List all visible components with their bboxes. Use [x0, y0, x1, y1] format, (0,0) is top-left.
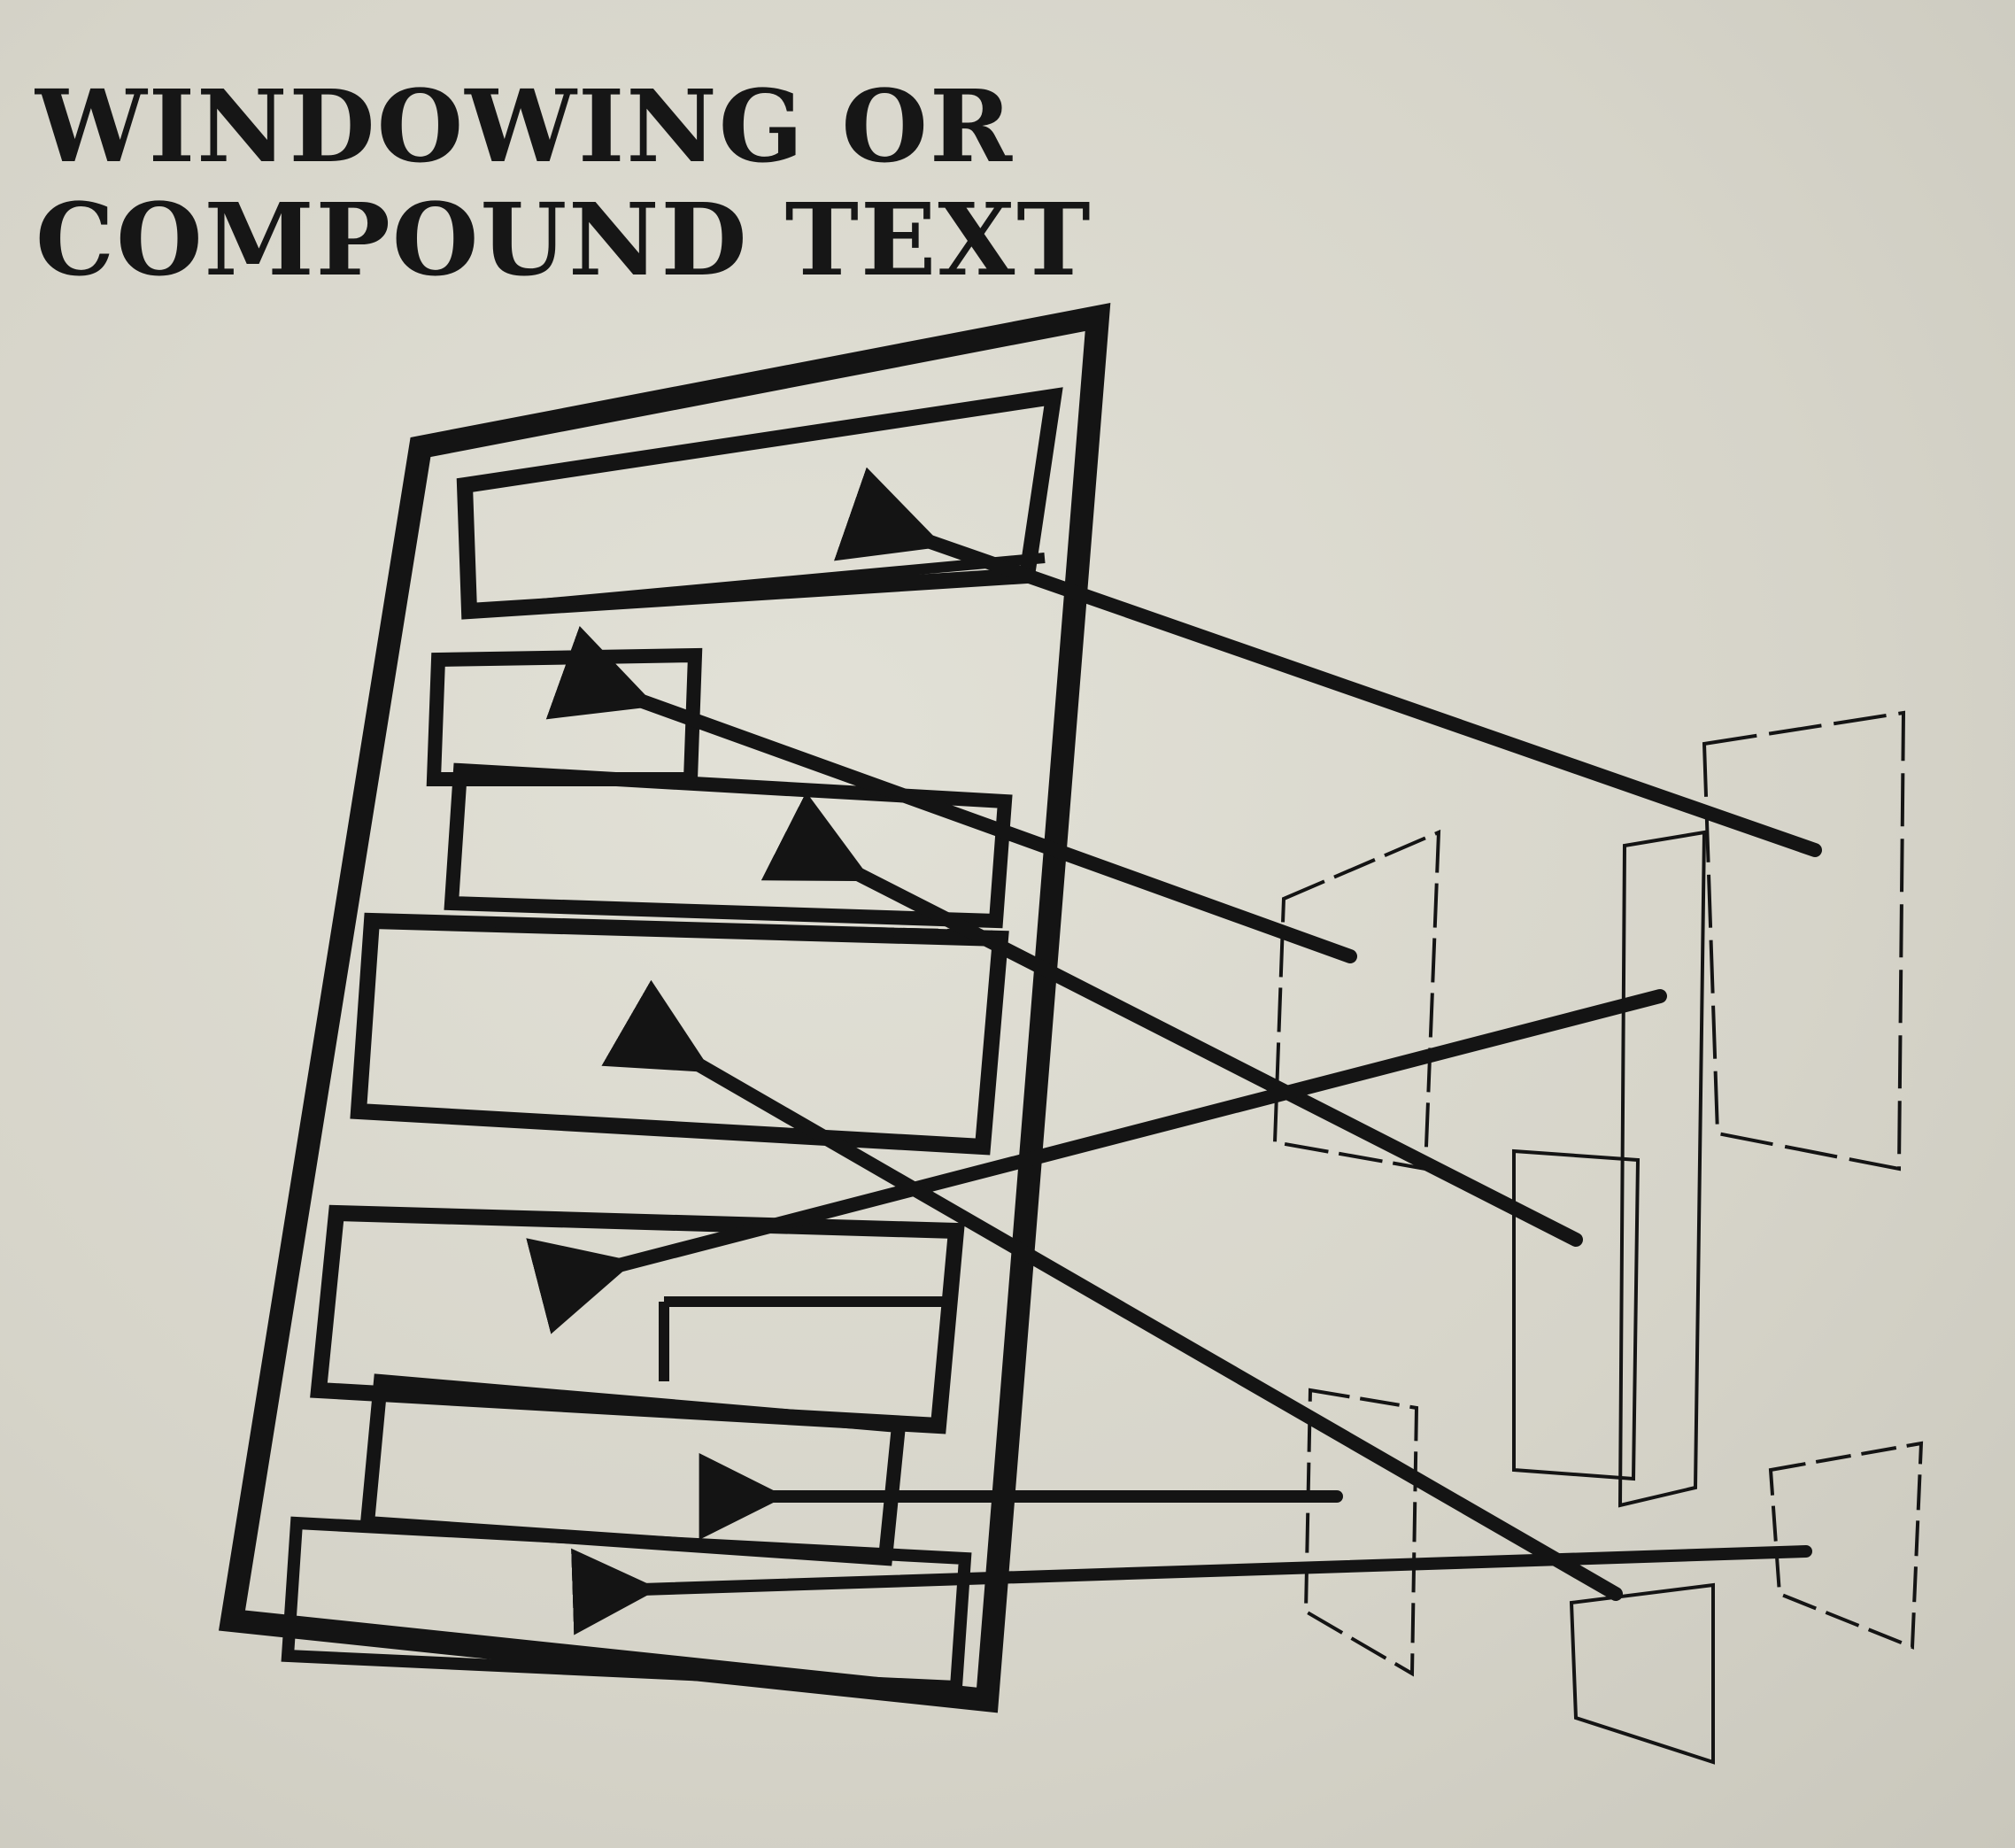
- arrow-5: [601, 979, 1623, 1601]
- floating-window-a: [1272, 829, 1441, 1171]
- arrow-4: [526, 989, 1667, 1334]
- arrow-2: [545, 625, 1357, 963]
- floating-window-c: [1702, 710, 1906, 1171]
- arrow-7: [571, 1545, 1812, 1635]
- floating-window-e: [1303, 1388, 1419, 1677]
- window-3: [444, 762, 1013, 929]
- floating-windows: [1272, 710, 1924, 1765]
- link-arrows: [526, 467, 1822, 1635]
- arrow-1: [833, 467, 1822, 857]
- floating-window-g: [1768, 1441, 1924, 1650]
- arrow-3: [760, 792, 1583, 1247]
- floating-window-b: [1617, 830, 1707, 1508]
- window-5: [310, 1204, 965, 1434]
- floating-window-d: [1512, 1148, 1641, 1481]
- heading-line-1: WINDOWING OR: [35, 69, 1015, 185]
- window-4: [350, 912, 1009, 1156]
- screen-outer-frame: [218, 303, 1111, 1713]
- window-2: [426, 647, 703, 786]
- floating-window-f: [1569, 1582, 1715, 1765]
- window-7: [281, 1516, 972, 1694]
- heading-line-2: COMPOUND TEXT: [35, 182, 1092, 298]
- figure-heading: WINDOWING OR COMPOUND TEXT: [35, 71, 1092, 298]
